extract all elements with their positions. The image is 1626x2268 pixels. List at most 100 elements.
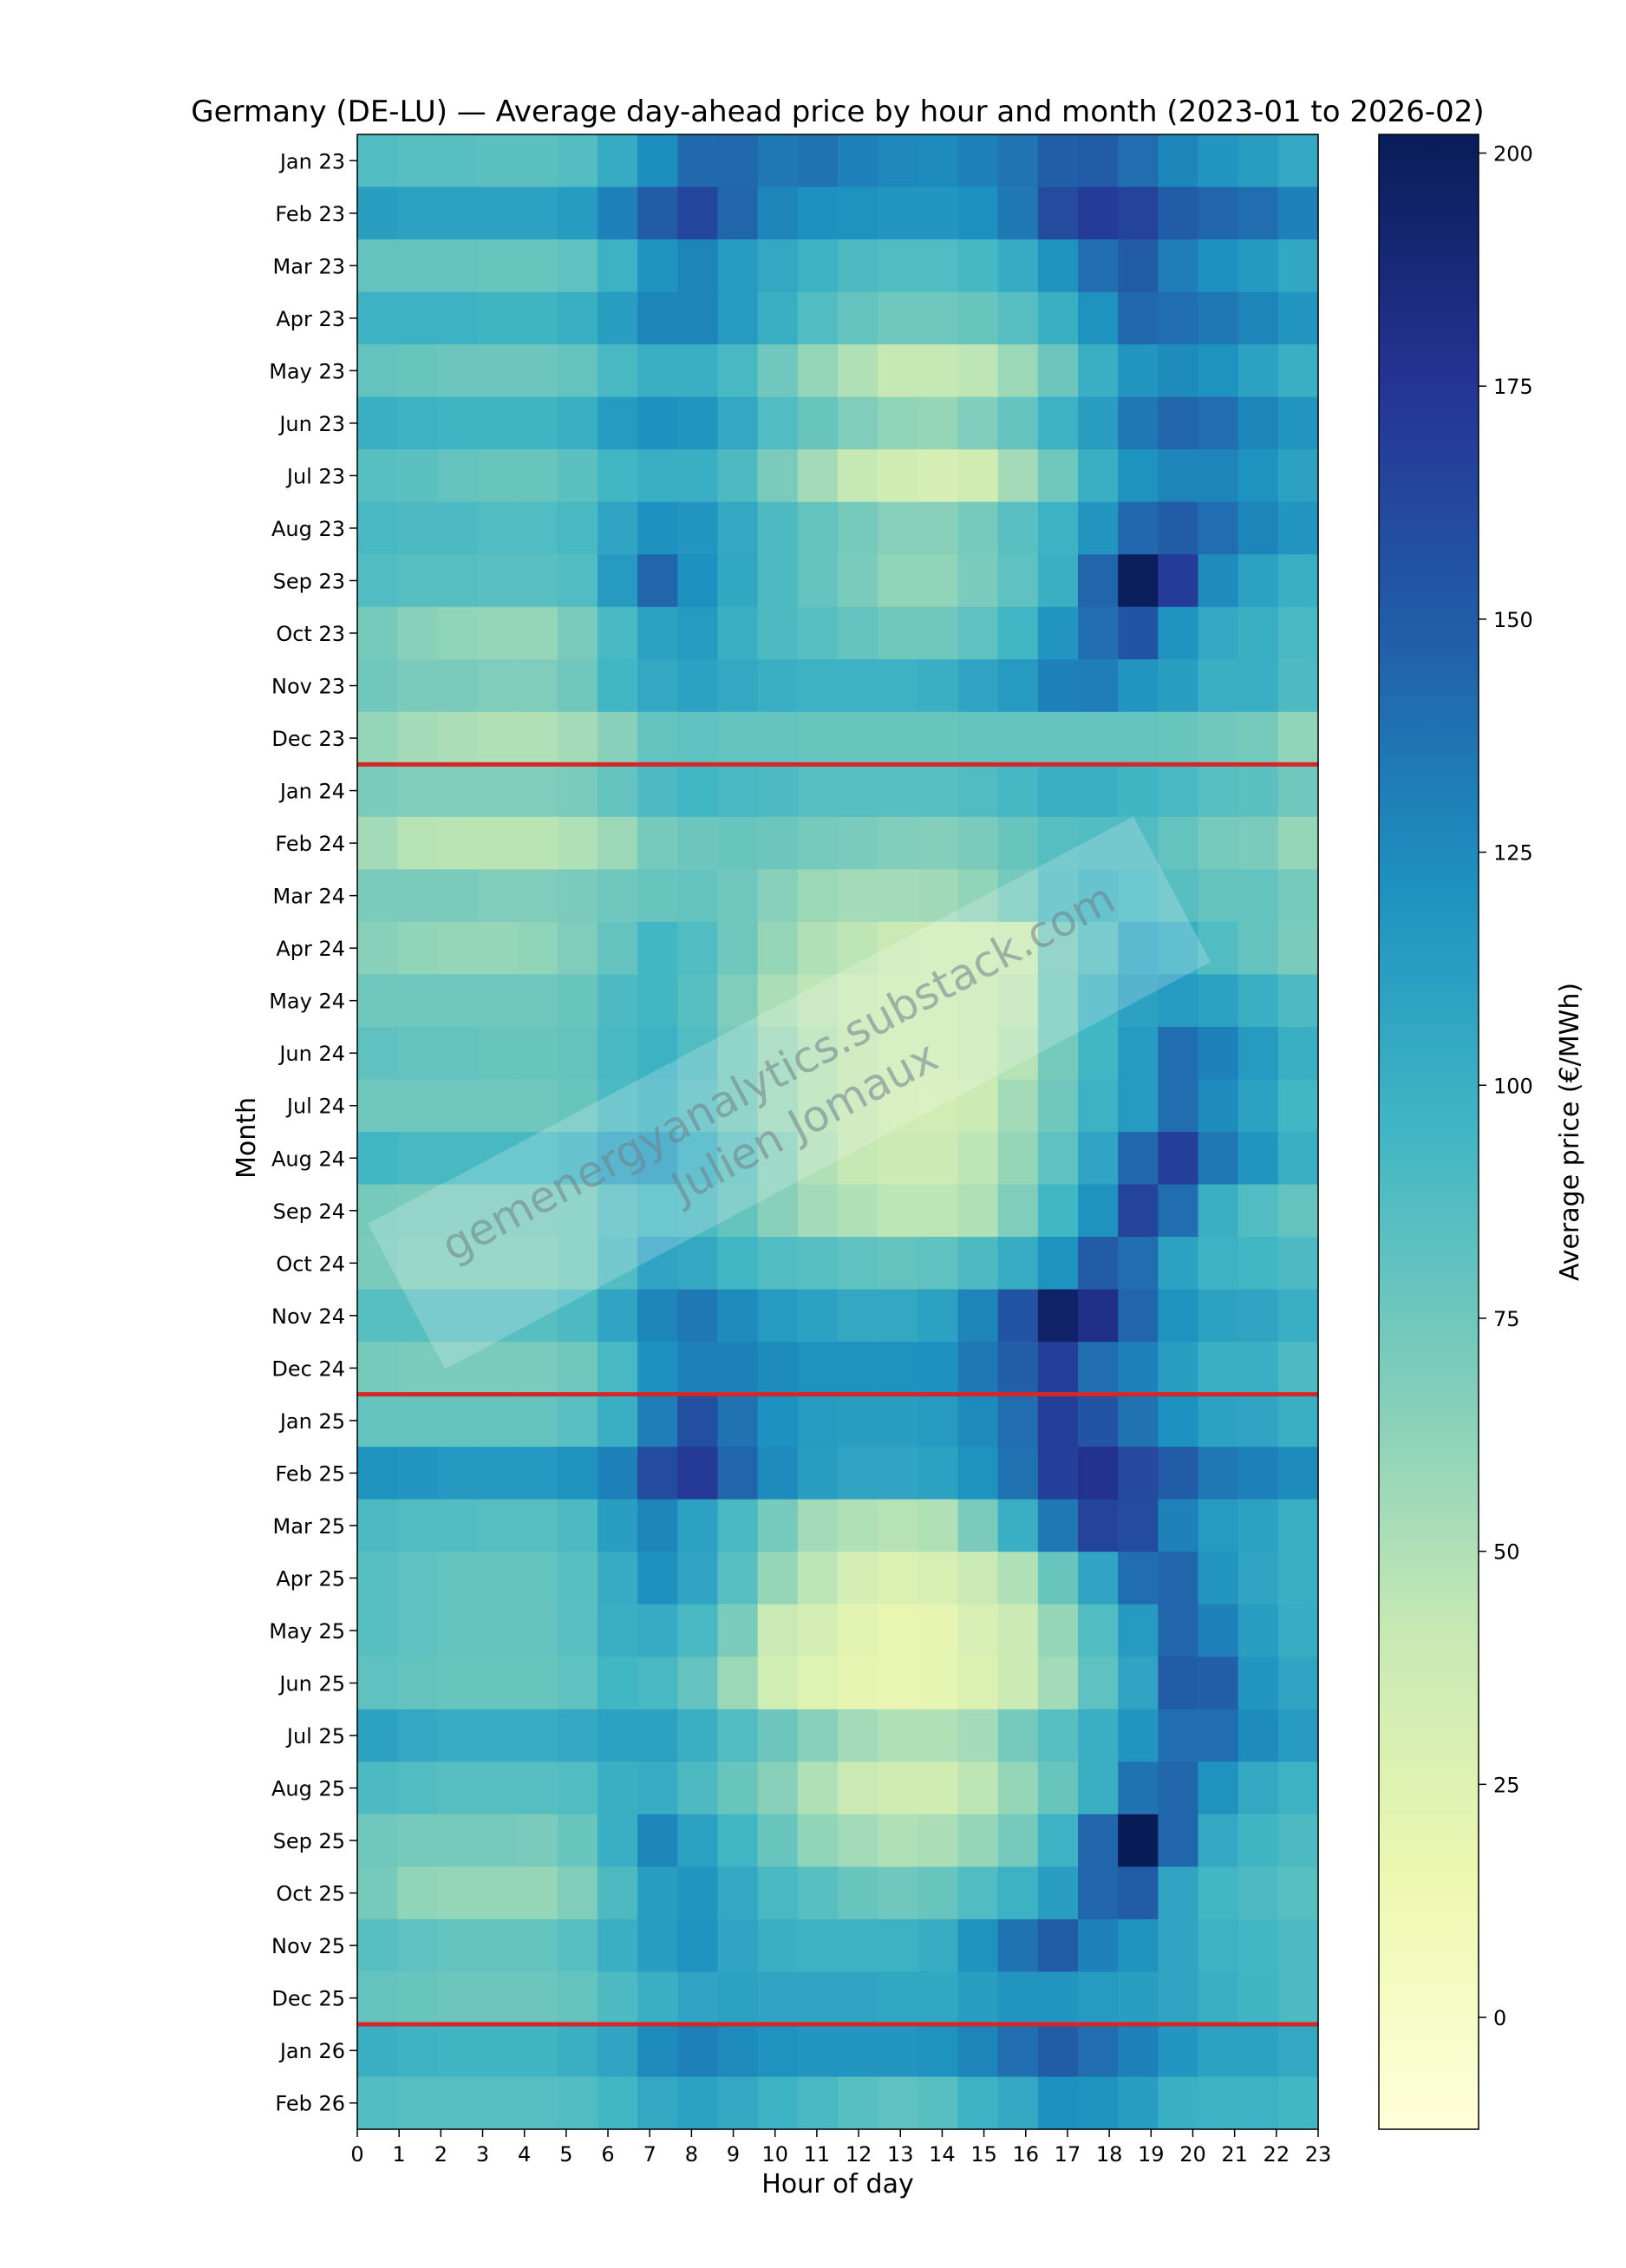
heatmap-cell (557, 1971, 598, 2025)
heatmap-cell (598, 816, 638, 870)
heatmap-cell (357, 1604, 398, 1657)
heatmap-cell (838, 1026, 878, 1081)
heatmap-cell (1078, 1499, 1119, 1552)
x-tick-label: 21 (1221, 2142, 1248, 2167)
heatmap-cell (838, 449, 878, 503)
heatmap-cell (997, 186, 1039, 240)
heatmap-cell (878, 344, 918, 398)
heatmap-cell (677, 396, 719, 450)
heatmap-cell (357, 1499, 398, 1552)
heatmap-cell (677, 816, 719, 870)
heatmap-cell (677, 239, 719, 293)
heatmap-cell (557, 449, 598, 503)
heatmap-cell (1158, 816, 1199, 870)
heatmap-cell (1037, 1761, 1079, 1815)
heatmap-cell (838, 1237, 878, 1291)
heatmap-cell (1118, 1918, 1159, 1973)
heatmap-cell (397, 186, 438, 240)
heatmap-cell (957, 764, 999, 818)
heatmap-cell (477, 344, 519, 398)
heatmap-cell (677, 501, 719, 555)
heatmap-cell (1198, 501, 1239, 555)
heatmap-cell (598, 134, 638, 188)
heatmap-cell (797, 816, 839, 870)
heatmap-cell (838, 1394, 878, 1448)
heatmap-cell (437, 501, 479, 555)
heatmap-cell (1158, 1552, 1199, 1605)
heatmap-cell (677, 1552, 719, 1605)
heatmap-cell (717, 1184, 759, 1238)
heatmap-cell (878, 606, 918, 660)
heatmap-cell (1198, 1447, 1239, 1500)
heatmap-cell (1277, 1499, 1319, 1552)
heatmap-cell (1118, 1132, 1159, 1186)
y-tick-label: Mar 23 (273, 254, 345, 278)
colorbar-tick-label: 200 (1493, 141, 1533, 166)
heatmap-cell (1118, 2076, 1159, 2130)
heatmap-cell (677, 1604, 719, 1657)
heatmap-cell (437, 606, 479, 660)
colorbar-tick-label: 75 (1493, 1307, 1520, 1331)
heatmap-cell (878, 921, 918, 976)
heatmap-cell (397, 1132, 438, 1186)
heatmap-cell (797, 921, 839, 976)
heatmap-cell (917, 1918, 959, 1973)
heatmap-cell (797, 1552, 839, 1605)
heatmap-cell (397, 921, 438, 976)
heatmap-cell (598, 1237, 638, 1291)
heatmap-cell (997, 1918, 1039, 1973)
heatmap-cell (1277, 1604, 1319, 1657)
heatmap-cell (1237, 2023, 1279, 2078)
heatmap-cell (878, 1394, 918, 1448)
heatmap-cell (1158, 711, 1199, 765)
heatmap-cell (677, 2076, 719, 2130)
heatmap-cell (1158, 1289, 1199, 1343)
heatmap-cell (1277, 1342, 1319, 1395)
heatmap-cell (1158, 134, 1199, 188)
x-tick-label: 5 (559, 2142, 572, 2167)
colorbar-tick-label: 25 (1493, 1773, 1520, 1797)
heatmap-cell (517, 606, 558, 660)
heatmap-cell (957, 1184, 999, 1238)
heatmap-cell (1158, 1814, 1199, 1867)
heatmap-cell (878, 501, 918, 555)
heatmap-cell (397, 606, 438, 660)
heatmap-cell (997, 1447, 1039, 1500)
heatmap-cell (717, 2023, 759, 2078)
heatmap-cell (797, 1026, 839, 1081)
heatmap-cell (1118, 1552, 1159, 1605)
heatmap-cell (637, 1918, 678, 1973)
heatmap-cell (598, 1918, 638, 1973)
heatmap-cell (717, 1814, 759, 1867)
heatmap-cell (1198, 1289, 1239, 1343)
heatmap-cell (1037, 501, 1079, 555)
heatmap-cell (1198, 1918, 1239, 1973)
heatmap-cell (1198, 344, 1239, 398)
heatmap-cell (397, 764, 438, 818)
heatmap-cell (1037, 186, 1079, 240)
heatmap-cell (1078, 921, 1119, 976)
heatmap-cell (757, 134, 799, 188)
heatmap-cell (878, 1289, 918, 1343)
heatmap-cell (598, 501, 638, 555)
heatmap-cell (838, 1604, 878, 1657)
heatmap-cell (757, 2023, 799, 2078)
heatmap-cell (557, 554, 598, 608)
heatmap-cell (957, 396, 999, 450)
heatmap-cell (598, 1289, 638, 1343)
heatmap-cell (1078, 501, 1119, 555)
heatmap-cell (717, 1657, 759, 1710)
heatmap-cell (1037, 1447, 1079, 1500)
heatmap-cell (357, 606, 398, 660)
heatmap-cell (397, 1394, 438, 1448)
heatmap-cell (717, 974, 759, 1028)
heatmap-cell (1237, 974, 1279, 1028)
heatmap-cell (878, 1709, 918, 1762)
heatmap-cell (838, 921, 878, 976)
heatmap-cell (637, 1237, 678, 1291)
heatmap-cell (878, 816, 918, 870)
heatmap-cell (517, 974, 558, 1028)
heatmap-cell (1237, 1918, 1279, 1973)
heatmap-cell (997, 869, 1039, 923)
heatmap-cell (557, 239, 598, 293)
